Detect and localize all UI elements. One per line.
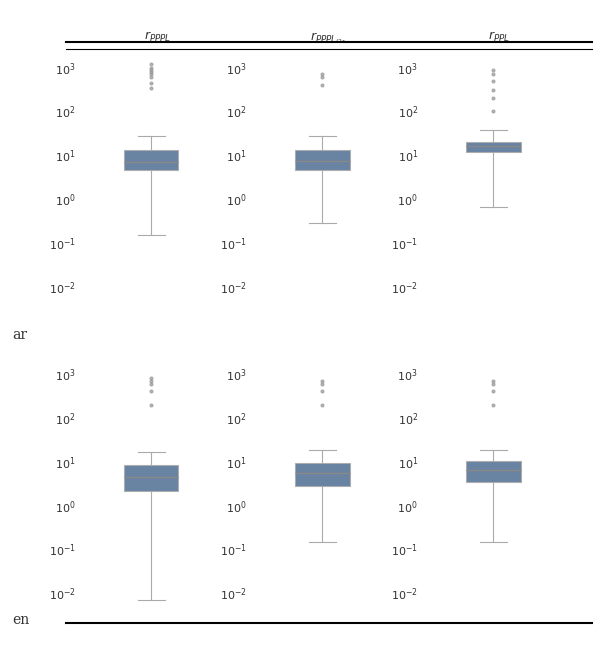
PathPatch shape	[124, 150, 178, 170]
Text: en: en	[12, 613, 30, 627]
PathPatch shape	[295, 150, 350, 170]
Title: $r_{PPL}$: $r_{PPL}$	[489, 30, 510, 44]
PathPatch shape	[295, 463, 350, 486]
PathPatch shape	[466, 142, 521, 152]
Text: ar: ar	[12, 328, 27, 342]
PathPatch shape	[466, 461, 521, 482]
PathPatch shape	[124, 465, 178, 490]
Title: $r_{PPPL_{l2r}}$: $r_{PPPL_{l2r}}$	[310, 30, 347, 46]
Title: $r_{PPPL}$: $r_{PPPL}$	[144, 30, 171, 44]
